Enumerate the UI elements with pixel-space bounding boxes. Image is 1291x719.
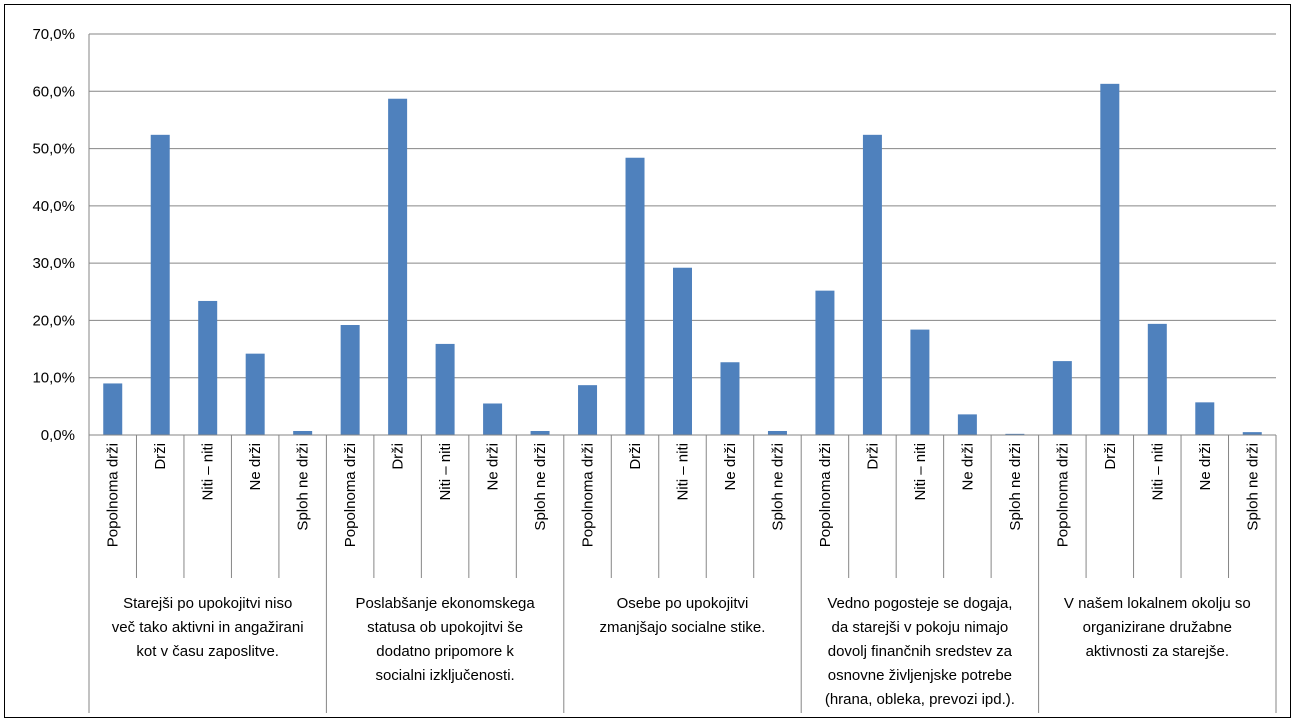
chart-frame: 0,0% 10,0% 20,0% 30,0% 40,0% 50,0% 60,0% 70,0% … xyxy=(4,4,1291,718)
bar xyxy=(530,430,550,435)
y-tick-labels: 0,0% 10,0% 20,0% 30,0% 40,0% 50,0% 60,0% 70,0% xyxy=(32,26,75,444)
category-label: Popolnoma drži xyxy=(1054,443,1071,547)
category-label: Sploh ne drži xyxy=(769,443,786,531)
category-label: Niti – niti xyxy=(1149,443,1166,501)
category-label: Niti – niti xyxy=(200,443,217,501)
bar xyxy=(1147,323,1167,435)
category-label: Sploh ne drži xyxy=(1007,443,1024,531)
category-label: Sploh ne drži xyxy=(295,443,312,531)
bar xyxy=(1195,402,1215,435)
category-label: Popolnoma drži xyxy=(817,443,834,547)
bar xyxy=(198,300,218,435)
bar xyxy=(673,267,692,435)
y-tick-label: 30,0% xyxy=(32,255,75,272)
bar xyxy=(388,98,408,436)
category-label: Ne drži xyxy=(722,443,739,491)
group-label: Vedno pogosteje se dogaja, da starejši v … xyxy=(825,595,1015,708)
y-tick-label: 0,0% xyxy=(41,427,75,444)
category-label: Popolnoma drži xyxy=(105,443,122,547)
category-labels: Popolnoma drži Drži Niti – niti Ne drži Splo… xyxy=(105,443,1262,547)
y-tick-label: 60,0% xyxy=(32,83,75,100)
category-label: Niti – niti xyxy=(437,443,454,501)
category-label: Popolnoma drži xyxy=(580,443,597,547)
bar xyxy=(578,385,598,435)
y-tick-label: 70,0% xyxy=(32,26,75,43)
group-label: V našem lokalnem okolju so organizirane d… xyxy=(1064,595,1251,660)
bar xyxy=(103,383,123,435)
category-label: Sploh ne drži xyxy=(532,443,549,531)
category-label: Ne drži xyxy=(1197,443,1214,491)
bar xyxy=(720,362,740,435)
bars xyxy=(103,83,1262,436)
category-label: Drži xyxy=(627,443,644,470)
bar xyxy=(1242,432,1262,435)
category-label: Niti – niti xyxy=(675,443,692,501)
bar xyxy=(767,430,787,435)
bar xyxy=(957,414,977,435)
bar xyxy=(293,430,313,435)
group-labels: Starejši po upokojitvi niso več tako akti… xyxy=(112,595,1251,708)
y-tick-label: 20,0% xyxy=(32,312,75,329)
bar xyxy=(150,134,170,435)
bar xyxy=(1100,83,1120,436)
bar-chart: 0,0%10,0%20,0%30,0%40,0%50,0%60,0%70,0% … xyxy=(32,26,1277,713)
category-label: Ne drži xyxy=(959,443,976,491)
y-tick-label: 50,0% xyxy=(32,141,75,158)
category-label: Sploh ne drži xyxy=(1244,443,1261,531)
bar xyxy=(1052,361,1072,435)
category-label: Popolnoma drži xyxy=(342,443,359,547)
bar xyxy=(340,325,360,435)
category-label: Niti – niti xyxy=(912,443,929,501)
axes xyxy=(88,34,1277,713)
category-label: Drži xyxy=(390,443,407,470)
bar xyxy=(862,134,882,435)
bar xyxy=(435,343,455,435)
bar xyxy=(815,290,835,435)
y-tick-label: 40,0% xyxy=(32,198,75,215)
category-label: Drži xyxy=(864,443,881,470)
y-tick-label: 10,0% xyxy=(32,370,75,387)
bar xyxy=(483,403,503,435)
category-label: Drži xyxy=(1102,443,1119,470)
group-label: Osebe po upokojitvi zmanjšajo socialne st… xyxy=(600,595,766,636)
category-label: Drži xyxy=(152,443,169,470)
bar xyxy=(1005,433,1025,435)
category-label: Ne drži xyxy=(247,443,264,491)
gridlines xyxy=(89,33,1276,379)
group-label: Poslabšanje ekonomskega statusa ob upokoj… xyxy=(355,595,535,684)
bar xyxy=(245,353,265,435)
bar xyxy=(625,157,645,436)
bar xyxy=(910,329,930,435)
category-label: Ne drži xyxy=(485,443,502,491)
group-label: Starejši po upokojitvi niso več tako akti… xyxy=(112,595,304,660)
